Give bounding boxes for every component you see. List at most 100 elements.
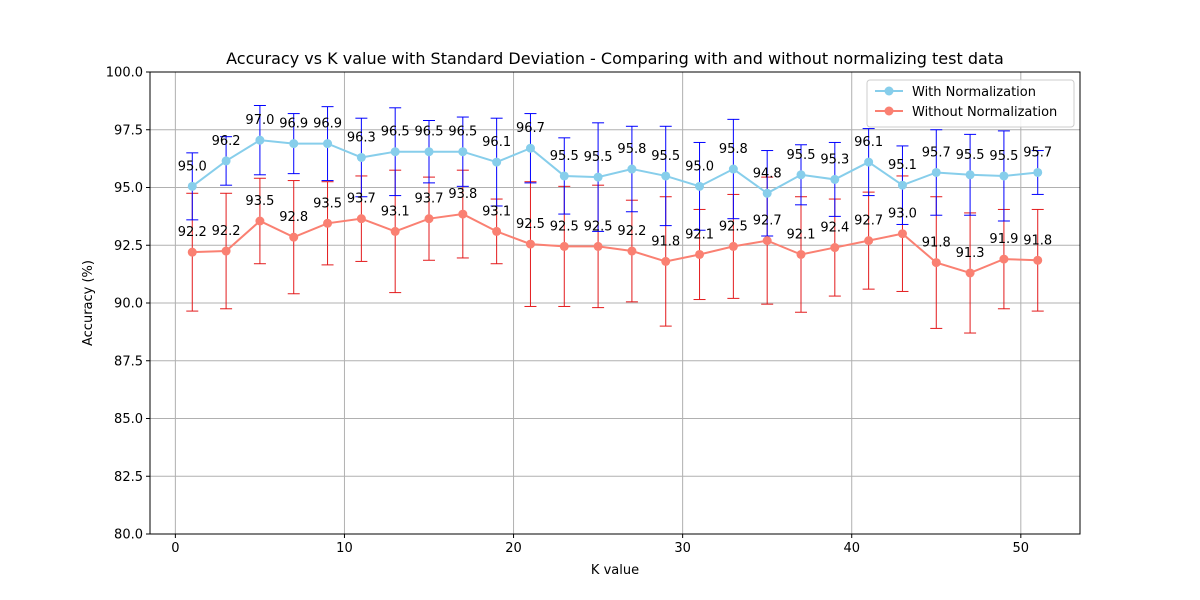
data-label: 95.5: [550, 149, 579, 164]
data-point: [187, 181, 197, 191]
plot-frame: [149, 71, 1081, 535]
y-tick-label: 92.5: [114, 239, 143, 254]
data-label: 96.9: [279, 117, 308, 132]
data-label: 96.3: [347, 130, 376, 145]
data-label: 95.0: [685, 159, 714, 174]
data-point: [1033, 255, 1043, 265]
legend-label-with-normalization: With Normalization: [912, 85, 1036, 100]
data-label: 92.5: [550, 219, 579, 234]
data-label: 96.5: [381, 125, 410, 140]
data-label: 95.8: [617, 142, 646, 157]
data-label: 95.5: [989, 149, 1018, 164]
data-label: 94.8: [753, 166, 782, 181]
data-point: [356, 152, 366, 162]
data-label: 96.9: [313, 117, 342, 132]
data-point: [390, 147, 400, 157]
legend-box: [866, 79, 1075, 128]
legend-label-without-normalization: Without Normalization: [912, 105, 1057, 120]
data-point: [864, 157, 874, 167]
data-point: [661, 171, 671, 181]
axis-ticks: 0 10 20 30 40 50 80.0 82.5 85.0 87.5 90.0 92.5 95.0 9…: [106, 66, 1029, 557]
y-tick-label: 82.5: [114, 470, 143, 485]
data-label: 92.4: [820, 221, 849, 236]
data-point: [728, 164, 738, 174]
data-label: 95.7: [922, 145, 951, 160]
y-tick-label: 97.5: [114, 123, 143, 138]
data-point: [762, 236, 772, 246]
data-point: [323, 218, 333, 228]
data-point: [356, 214, 366, 224]
y-tick-label: 80.0: [114, 528, 143, 543]
data-point: [661, 256, 671, 266]
data-label: 95.0: [178, 159, 207, 174]
data-label: 93.7: [415, 192, 444, 207]
data-label: 93.0: [888, 207, 917, 222]
data-label: 96.5: [448, 125, 477, 140]
x-tick-label: 10: [336, 541, 353, 556]
data-label: 93.1: [381, 204, 410, 219]
data-label: 92.2: [212, 224, 241, 239]
data-point: [593, 241, 603, 251]
data-label: 92.5: [719, 219, 748, 234]
data-point: [390, 226, 400, 236]
data-label: 95.5: [956, 148, 985, 163]
data-point: [695, 249, 705, 259]
data-point: [931, 258, 941, 268]
data-point: [728, 241, 738, 251]
data-point: [965, 268, 975, 278]
data-point: [1033, 167, 1043, 177]
data-label: 96.1: [854, 135, 883, 150]
data-label: 91.3: [956, 246, 985, 261]
data-point: [931, 167, 941, 177]
data-label: 93.5: [313, 196, 342, 211]
data-point: [796, 170, 806, 180]
x-tick-label: 0: [171, 541, 179, 556]
y-tick-label: 95.0: [114, 181, 143, 196]
data-label: 93.7: [347, 192, 376, 207]
data-point: [559, 241, 569, 251]
data-label: 95.3: [820, 152, 849, 167]
data-label: 91.8: [1023, 233, 1052, 248]
data-label: 91.9: [989, 232, 1018, 247]
data-label: 92.1: [787, 227, 816, 242]
data-point: [796, 249, 806, 259]
data-point: [458, 147, 468, 157]
data-label: 95.5: [584, 150, 613, 165]
data-point: [525, 239, 535, 249]
data-point: [525, 143, 535, 153]
data-point: [492, 157, 502, 167]
data-label: 91.8: [651, 234, 680, 249]
data-point: [965, 170, 975, 180]
data-label: 93.1: [482, 204, 511, 219]
data-point: [593, 172, 603, 182]
data-point: [897, 229, 907, 239]
data-point: [221, 156, 231, 166]
data-point: [255, 135, 265, 145]
y-tick-label: 90.0: [114, 297, 143, 312]
data-point: [762, 188, 772, 198]
data-point: [864, 236, 874, 246]
data-point: [830, 243, 840, 253]
data-point: [289, 232, 299, 242]
y-tick-label: 87.5: [114, 354, 143, 369]
data-point: [627, 246, 637, 256]
data-label: 96.7: [516, 121, 545, 136]
data-label: 95.5: [651, 149, 680, 164]
data-label: 95.1: [888, 158, 917, 173]
chart-title: Accuracy vs K value with Standard Deviat…: [226, 49, 1004, 68]
data-point: [323, 139, 333, 149]
legend-marker-without-normalization: [884, 106, 894, 116]
data-point: [559, 171, 569, 181]
x-axis-label: K value: [591, 563, 639, 578]
data-label: 96.5: [415, 125, 444, 140]
x-tick-label: 50: [1013, 541, 1030, 556]
y-tick-label: 100.0: [106, 66, 143, 81]
legend-marker-with-normalization: [884, 86, 894, 96]
data-point: [187, 247, 197, 257]
y-tick-label: 85.0: [114, 412, 143, 427]
data-label: 95.5: [787, 148, 816, 163]
data-point: [999, 171, 1009, 181]
series-line-0: [191, 139, 1038, 195]
data-point: [289, 139, 299, 149]
